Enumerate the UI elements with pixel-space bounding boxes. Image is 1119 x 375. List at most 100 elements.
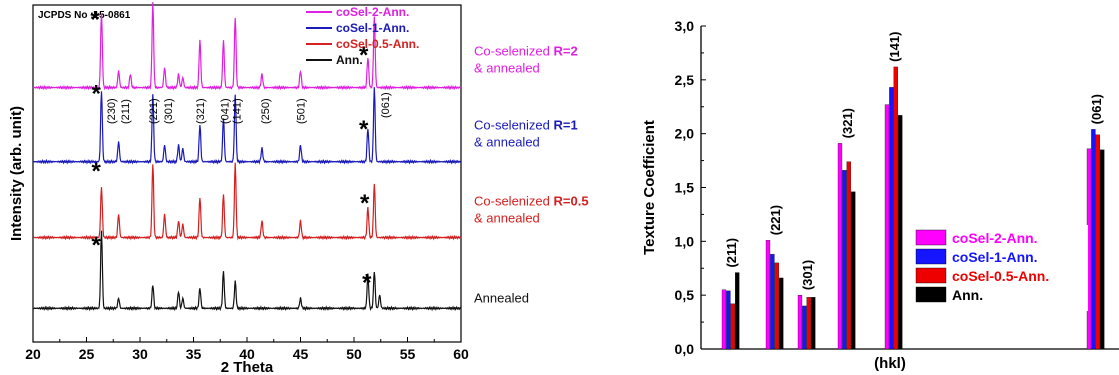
bar bbox=[721, 289, 727, 350]
category-label: (301) bbox=[800, 260, 815, 290]
hkl-peak-label: (211) bbox=[120, 99, 132, 124]
bar bbox=[735, 272, 740, 350]
bar bbox=[889, 87, 894, 350]
bar bbox=[726, 290, 731, 350]
bar bbox=[802, 305, 807, 350]
bar bbox=[851, 191, 856, 350]
legend-swatch bbox=[915, 267, 947, 284]
impurity-star: * bbox=[362, 269, 372, 296]
hkl-peak-label: (230) bbox=[106, 98, 118, 124]
x-tick-label: 25 bbox=[79, 346, 95, 362]
series-label: Co-selenized R=2 bbox=[474, 44, 578, 59]
x-axis-label: 2 Theta bbox=[221, 359, 274, 375]
legend-swatch bbox=[915, 286, 947, 303]
bar bbox=[884, 104, 890, 350]
series-label-line2: & annealed bbox=[474, 135, 540, 150]
hkl-peak-label: (041) bbox=[220, 98, 232, 124]
category-label: (141) bbox=[887, 32, 902, 62]
impurity-star: * bbox=[359, 42, 369, 69]
series-label-line2: & annealed bbox=[474, 211, 540, 226]
x-tick-label: 55 bbox=[400, 346, 416, 362]
bar bbox=[837, 143, 843, 350]
legend-label: coSel-1-Ann. bbox=[336, 21, 409, 35]
bar bbox=[797, 295, 803, 350]
legend-label: coSel-2-Ann. bbox=[336, 5, 409, 19]
y-tick-label: 1,0 bbox=[675, 233, 695, 249]
xrd-chart: 20 25 30 35 40 45 50 55 60 2 Theta Intensity (arb.… bbox=[8, 2, 589, 375]
impurity-star: * bbox=[91, 158, 101, 185]
series-label: Annealed bbox=[474, 290, 529, 305]
category-label: (321) bbox=[840, 108, 855, 138]
xrd-series-line bbox=[32, 230, 462, 312]
texture-coefficient-chart: 0,0 0,5 1,0 1,5 2,0 2,5 3,0 Texture Coefficient… bbox=[641, 18, 1119, 372]
bar bbox=[806, 297, 811, 350]
series-label-text: Co-selenized bbox=[474, 44, 554, 59]
x-tick-label: 20 bbox=[25, 346, 41, 362]
bar bbox=[1095, 134, 1100, 350]
series-label: Co-selenized R=1 bbox=[474, 118, 578, 133]
legend-label: coSel-2-Ann. bbox=[952, 230, 1038, 246]
xrd-series-line bbox=[32, 162, 462, 241]
series-label-ratio: R=0.5 bbox=[554, 194, 589, 209]
impurity-star: * bbox=[91, 232, 101, 259]
y-tick-label: 0,5 bbox=[675, 287, 695, 303]
bar bbox=[765, 240, 771, 350]
x-tick-label: 30 bbox=[132, 346, 148, 362]
impurity-star: * bbox=[91, 81, 101, 108]
bar bbox=[842, 170, 847, 350]
bar bbox=[846, 161, 851, 350]
legend-label: coSel-0.5-Ann. bbox=[952, 268, 1049, 284]
y-axis-label: Texture Coefficient bbox=[641, 120, 658, 255]
x-axis-label: (hkl) bbox=[874, 355, 906, 372]
bar bbox=[770, 254, 775, 350]
legend-label: Ann. bbox=[952, 287, 983, 303]
bar bbox=[1091, 129, 1096, 350]
legend-swatch bbox=[915, 248, 947, 265]
bar bbox=[811, 297, 816, 350]
x-tick-label: 40 bbox=[239, 346, 255, 362]
legend-label: Ann. bbox=[336, 53, 363, 67]
impurity-star: * bbox=[359, 116, 369, 143]
series-label-ratio: R=2 bbox=[554, 44, 578, 59]
hkl-peak-label: (221) bbox=[148, 98, 160, 124]
y-tick-label: 3,0 bbox=[675, 18, 695, 34]
xrd-series-line bbox=[33, 2, 462, 91]
hkl-peak-label: (301) bbox=[163, 98, 175, 124]
legend-swatch bbox=[915, 229, 947, 246]
x-tick-label: 35 bbox=[186, 346, 202, 362]
x-tick-label: 50 bbox=[346, 346, 362, 362]
hkl-peak-label: (061) bbox=[380, 92, 392, 118]
category-label: (061) bbox=[1089, 94, 1104, 124]
series-label-ratio: R=1 bbox=[554, 118, 578, 133]
legend-label: coSel-0.5-Ann. bbox=[336, 37, 419, 51]
hkl-peak-label: (141) bbox=[231, 98, 243, 124]
impurity-star: * bbox=[90, 6, 100, 33]
hkl-peak-label: (501) bbox=[296, 98, 308, 124]
hkl-peak-label: (250) bbox=[260, 98, 272, 124]
series-label-line2: & annealed bbox=[474, 61, 540, 76]
bar bbox=[893, 66, 898, 350]
xrd-series-line bbox=[32, 87, 462, 165]
x-tick-label: 45 bbox=[293, 346, 309, 362]
y-tick-label: 0,0 bbox=[675, 341, 695, 357]
series-label-text: Co-selenized bbox=[474, 194, 554, 209]
series-label-text: Co-selenized bbox=[474, 118, 554, 133]
category-label: (221) bbox=[768, 205, 783, 235]
impurity-star: * bbox=[360, 190, 370, 217]
series-label-text: Annealed bbox=[474, 290, 529, 305]
bar bbox=[898, 115, 903, 350]
y-tick-label: 2,5 bbox=[675, 72, 695, 88]
x-tick-label: 60 bbox=[453, 346, 469, 362]
bar bbox=[1100, 149, 1105, 350]
bar bbox=[779, 277, 784, 350]
y-tick-label: 2,0 bbox=[675, 126, 695, 142]
bar bbox=[774, 262, 779, 350]
bar bbox=[730, 303, 735, 350]
y-axis-label: Intensity (arb. unit) bbox=[8, 106, 25, 241]
series-label: Co-selenized R=0.5 bbox=[474, 194, 589, 209]
legend-label: coSel-1-Ann. bbox=[952, 249, 1038, 265]
reference-label: JCPDS No :15-0861 bbox=[38, 10, 131, 21]
category-label: (211) bbox=[724, 238, 739, 268]
y-tick-label: 1,5 bbox=[675, 180, 695, 196]
